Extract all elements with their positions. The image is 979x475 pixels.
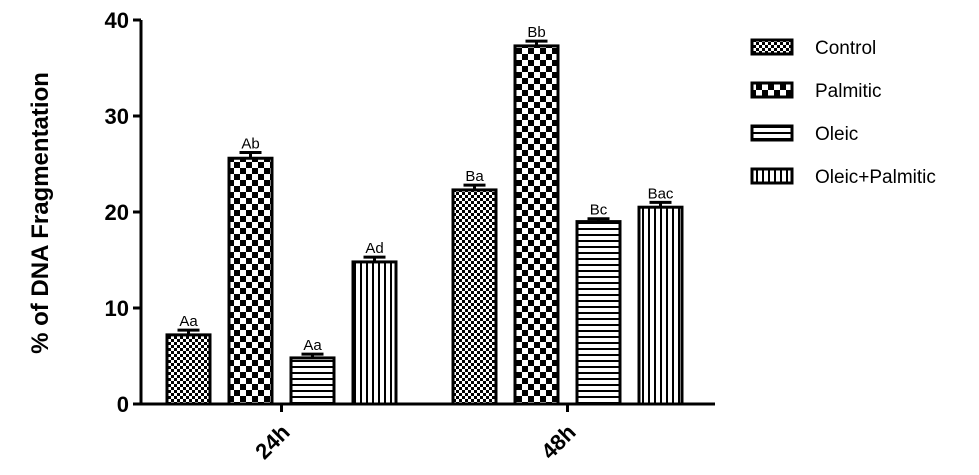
legend-swatch-Oleic+Palmitic — [750, 167, 794, 185]
legend-swatch-Oleic — [750, 124, 794, 142]
legend-label-Control: Control — [815, 38, 876, 59]
bar-Palmitic-24h — [227, 156, 274, 406]
bar-Palmitic-48h — [513, 44, 560, 406]
data-label-Palmitic-48h: Bb — [527, 24, 545, 41]
bar-Control-24h — [165, 333, 212, 406]
data-label-Oleic+Palmitic-24h: Ad — [365, 240, 383, 257]
bar-Oleic+Palmitic-48h — [637, 205, 684, 406]
y-tick-label-40: 40 — [105, 8, 129, 33]
y-tick-label-30: 30 — [105, 104, 129, 129]
x-tick-label-24h: 24h — [250, 420, 294, 464]
data-label-Oleic-48h: Bc — [590, 202, 608, 219]
y-axis-title-group: % of DNA Fragmentation — [27, 72, 54, 354]
legend-swatch-Control — [750, 38, 794, 56]
data-label-Control-24h: Aa — [179, 313, 198, 330]
bar-Oleic-48h — [575, 220, 622, 406]
y-tick-label-20: 20 — [105, 200, 129, 225]
bar-Oleic+Palmitic-24h — [351, 260, 398, 406]
bars: Aa Ab Aa Ad Ba Bb Bc Bac — [165, 24, 684, 406]
bar-Control-48h — [451, 188, 498, 406]
legend-label-Oleic: Oleic — [815, 124, 858, 145]
legend: Control Palmitic Oleic Oleic+Palmitic — [750, 38, 936, 188]
data-label-Oleic+Palmitic-48h: Bac — [648, 185, 674, 202]
legend-swatch-Palmitic — [750, 81, 794, 99]
bar-Oleic-24h — [289, 356, 336, 406]
y-tick-label-0: 0 — [117, 392, 129, 417]
y-axis-title: % of DNA Fragmentation — [27, 72, 54, 354]
data-label-Palmitic-24h: Ab — [241, 135, 259, 152]
data-label-Control-48h: Ba — [465, 168, 484, 185]
x-tick-label-48h: 48h — [536, 420, 580, 464]
y-tick-label-10: 10 — [105, 296, 129, 321]
legend-label-Palmitic: Palmitic — [815, 81, 882, 102]
data-label-Oleic-24h: Aa — [303, 337, 322, 354]
legend-label-Oleic+Palmitic: Oleic+Palmitic — [815, 167, 936, 188]
